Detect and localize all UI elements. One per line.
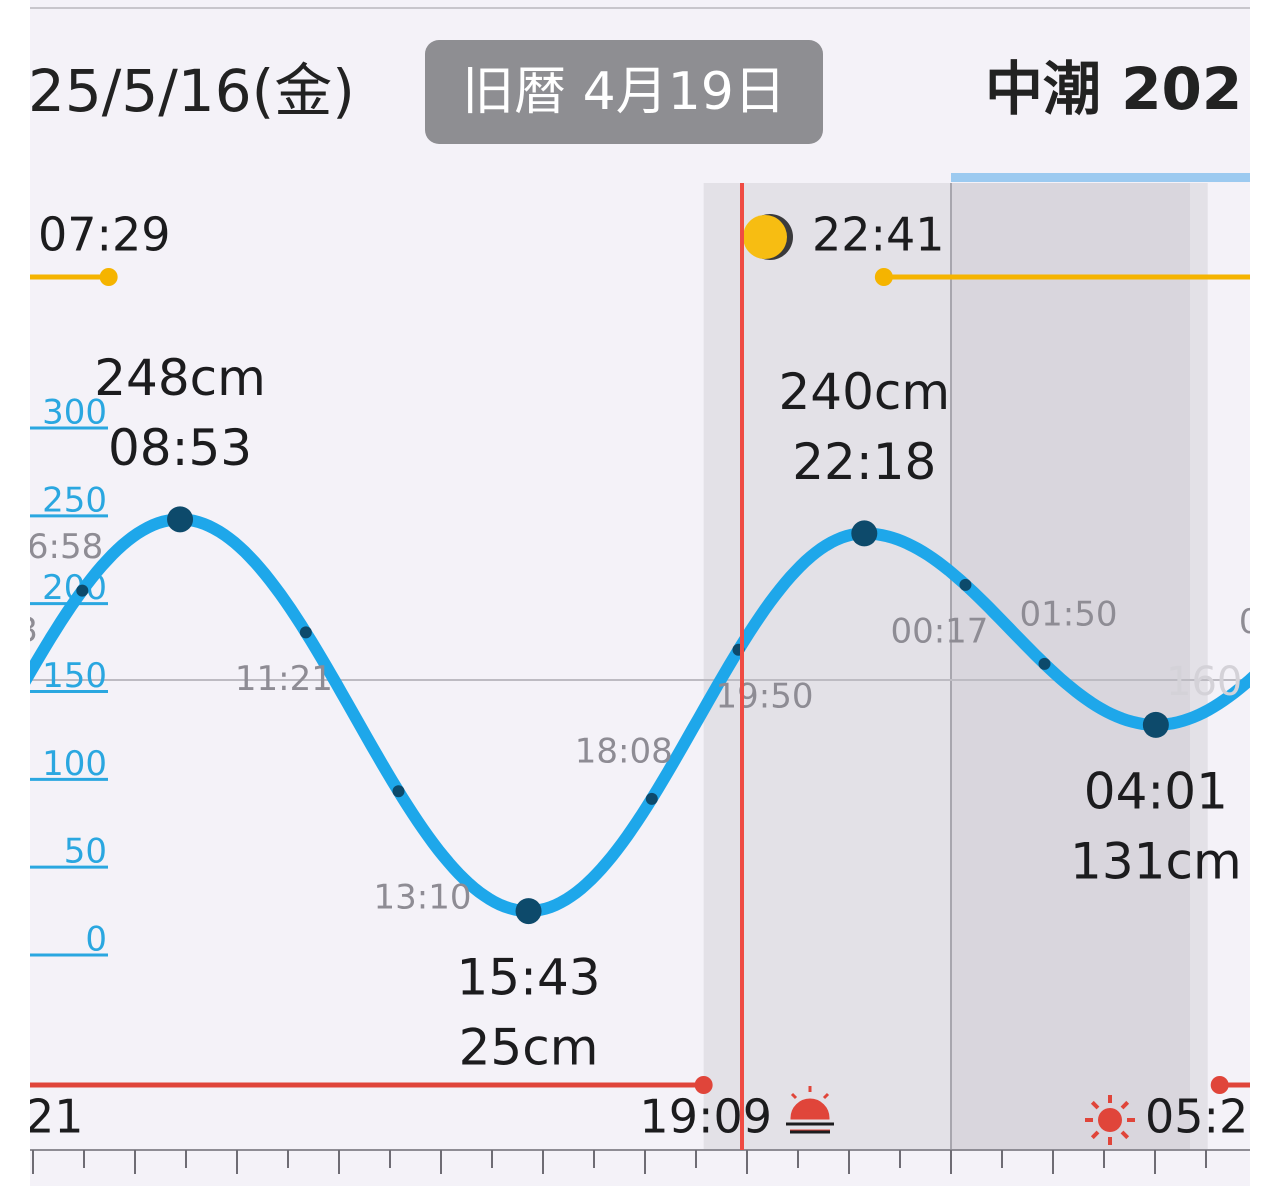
y-tick-label: 250 bbox=[42, 480, 107, 520]
sunset-time: 19:09 bbox=[639, 1090, 772, 1144]
time-marker bbox=[392, 785, 405, 798]
night-shade bbox=[703, 183, 1208, 1150]
moon-set-dot bbox=[99, 268, 118, 286]
extreme-point bbox=[167, 506, 194, 533]
y-tick-label: 50 bbox=[64, 832, 107, 872]
time-marker bbox=[76, 584, 89, 597]
moon-rise-time: 22:41 bbox=[812, 208, 945, 262]
tide-name: 中潮 202 bbox=[985, 55, 1242, 123]
extreme-time: 04:01 bbox=[1084, 762, 1228, 820]
sunset-dot bbox=[694, 1076, 713, 1094]
moon-set-time: 07:29 bbox=[38, 208, 171, 262]
marker-time: 11:21 bbox=[235, 659, 333, 699]
lunar-badge bbox=[425, 40, 823, 144]
extreme-value: 240cm bbox=[778, 363, 950, 421]
time-marker bbox=[1038, 657, 1051, 670]
time-marker bbox=[299, 626, 312, 639]
sunrise-icon bbox=[1098, 1108, 1122, 1132]
extreme-time: 08:53 bbox=[108, 419, 252, 477]
next-day-tab bbox=[951, 173, 1250, 182]
extreme-value: 25cm bbox=[459, 1019, 599, 1077]
night-deep-shade bbox=[951, 183, 1190, 1150]
edge-label: 3 bbox=[16, 611, 38, 651]
content: 25/5/16(金) 旧暦 4月19日 中潮 202 0501001502002… bbox=[5, 40, 1280, 1174]
y-tick-label: 0 bbox=[85, 920, 107, 960]
time-marker bbox=[645, 792, 658, 805]
y-tick-label: 150 bbox=[42, 656, 107, 696]
marker-time: 00:17 bbox=[890, 611, 988, 651]
extreme-time: 22:18 bbox=[792, 433, 936, 491]
y-tick-label: 300 bbox=[42, 393, 107, 433]
marker-time: 18:08 bbox=[575, 731, 673, 771]
marker-time: 01:50 bbox=[1020, 594, 1118, 634]
sun-prev: 21 bbox=[25, 1090, 84, 1144]
y-tick-label: 100 bbox=[42, 744, 107, 784]
marker-time: 06:0 bbox=[1239, 602, 1280, 642]
marker-time: 19:50 bbox=[716, 676, 814, 716]
sunrise-rays bbox=[1085, 1095, 1135, 1145]
moon-icon bbox=[743, 215, 787, 259]
extreme-time: 15:43 bbox=[457, 949, 601, 1007]
lunar-date: 旧暦 4月19日 bbox=[462, 62, 786, 122]
faded-label: 160 bbox=[1166, 659, 1242, 705]
sunrise-dot bbox=[1210, 1076, 1229, 1094]
time-marker bbox=[1251, 667, 1263, 679]
extreme-point bbox=[515, 898, 542, 925]
marker-time: 06:58 bbox=[5, 527, 103, 567]
sunrise-time: 05:2 bbox=[1145, 1090, 1248, 1144]
extreme-point bbox=[851, 520, 878, 547]
moon-rise-dot bbox=[874, 268, 893, 286]
tide-curve bbox=[30, 513, 1250, 918]
extreme-value: 248cm bbox=[94, 349, 266, 407]
marker-time: 13:10 bbox=[374, 878, 472, 918]
content-bg bbox=[30, 0, 1250, 1186]
extreme-point bbox=[1142, 711, 1169, 738]
time-marker bbox=[959, 578, 972, 591]
extreme-value: 131cm bbox=[1070, 832, 1242, 890]
date: 25/5/16(金) bbox=[28, 57, 355, 125]
